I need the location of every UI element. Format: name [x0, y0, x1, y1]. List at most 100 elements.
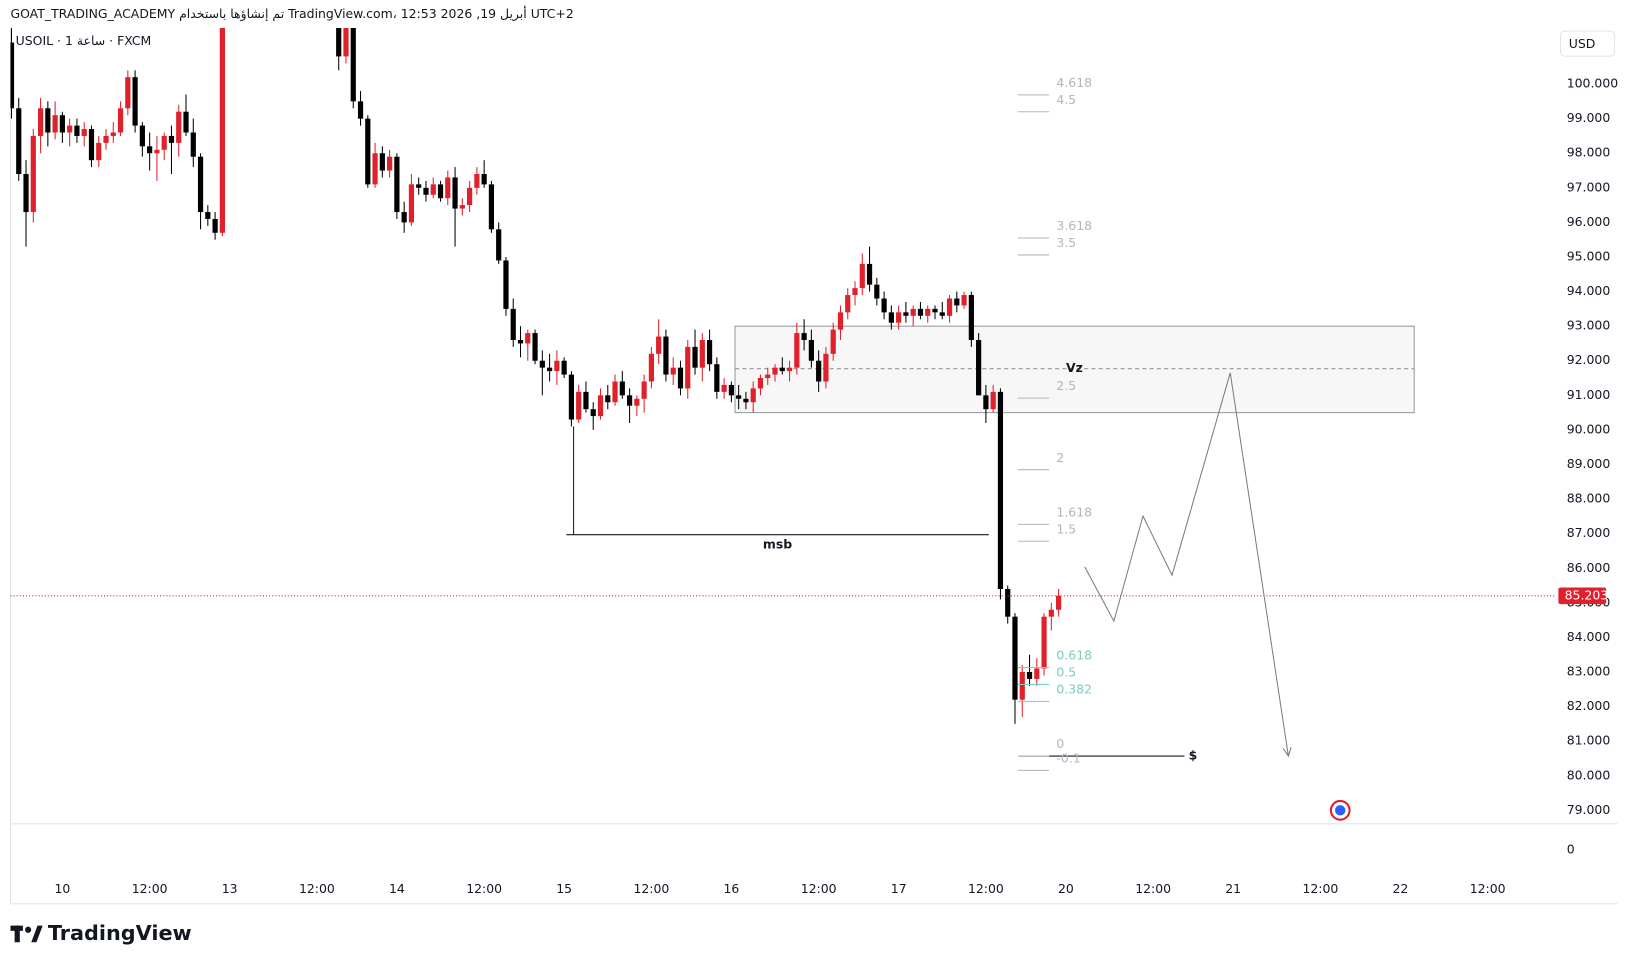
y-tick-label: 84.000 — [1567, 629, 1611, 644]
candle-body — [125, 77, 131, 109]
candle-body — [677, 367, 684, 389]
x-tick-label: 12:00 — [1135, 881, 1171, 896]
candle-body — [917, 308, 924, 316]
candle-body — [343, 28, 349, 57]
candle-body — [365, 118, 371, 185]
candle-body — [597, 395, 604, 417]
candle-body — [568, 374, 575, 420]
last-price-label: 85.203 — [1565, 587, 1609, 602]
candle-body — [379, 153, 385, 171]
fib-label: 1.5 — [1056, 521, 1076, 536]
x-tick-label: 12:00 — [968, 881, 1004, 896]
candle-body — [925, 308, 931, 316]
fib-label: 0.382 — [1056, 681, 1092, 696]
candle-body — [721, 384, 727, 392]
projection-path — [1084, 372, 1289, 757]
logo: TradingView — [48, 921, 192, 945]
y-tick-label: 88.000 — [1567, 491, 1611, 506]
candle-body — [837, 312, 844, 330]
x-tick-label: 10 — [54, 881, 70, 896]
candle-body — [961, 295, 967, 306]
candle-body — [910, 308, 916, 316]
candle-body — [794, 333, 800, 368]
candle-body — [103, 135, 109, 143]
candle-body — [517, 339, 524, 344]
candle-body — [205, 212, 211, 219]
candle-body — [881, 298, 887, 313]
candle-body — [757, 378, 764, 389]
candle-body — [510, 308, 516, 340]
candle-body — [939, 312, 945, 316]
currency-button[interactable] — [1559, 30, 1616, 57]
logo-mark — [10, 925, 43, 943]
candle-body — [37, 108, 44, 136]
y-tick-label: 93.000 — [1567, 318, 1611, 333]
candle-body — [714, 364, 720, 392]
candle-body — [576, 391, 582, 420]
y-tick-label: 99.000 — [1567, 110, 1611, 125]
candle-body — [823, 353, 829, 382]
candle-body — [445, 177, 451, 199]
candle-body — [845, 295, 851, 313]
candle-body — [168, 135, 175, 143]
candle-body — [161, 135, 167, 150]
candle-body — [67, 125, 73, 133]
candle-body — [96, 142, 102, 161]
candle-body — [932, 308, 938, 313]
candle-body — [423, 187, 429, 195]
y-tick-label: 83.000 — [1567, 664, 1611, 679]
zone-label: Vz — [1066, 360, 1083, 375]
x-tick-label: 20 — [1058, 881, 1074, 896]
candle-body — [605, 395, 611, 403]
candle-body — [685, 346, 691, 389]
x-tick-label: 12:00 — [1470, 881, 1506, 896]
fib-label: 0 — [1056, 736, 1064, 751]
candle-body — [554, 360, 560, 372]
candle-body — [612, 381, 618, 403]
candle-body — [336, 28, 342, 57]
x-tick-label: 15 — [556, 881, 572, 896]
candle-body — [736, 395, 742, 399]
lower-pane-tick: 0 — [1567, 841, 1575, 856]
candle-body — [896, 312, 902, 323]
candle-body — [546, 367, 553, 372]
candle-body — [430, 184, 436, 195]
fib-label: 1.618 — [1056, 504, 1092, 519]
fib-label: 4.618 — [1056, 75, 1092, 90]
y-tick-label: 100.000 — [1567, 76, 1619, 91]
candle-body — [903, 312, 909, 316]
currency[interactable]: USD — [1569, 36, 1596, 51]
candle-body — [10, 42, 15, 109]
x-tick-label: 12:00 — [466, 881, 502, 896]
x-tick-label: 16 — [723, 881, 739, 896]
candle-body — [488, 184, 495, 230]
candle-body — [801, 333, 807, 340]
candle-body — [619, 381, 625, 396]
candle-body — [408, 184, 415, 223]
candle-body — [859, 263, 865, 289]
y-tick-label: 89.000 — [1567, 456, 1611, 471]
candle-body — [772, 367, 778, 375]
candle-body — [866, 263, 873, 285]
candle-body — [357, 101, 364, 119]
fib-label: 3.618 — [1056, 218, 1092, 233]
candle-body — [176, 111, 182, 143]
candle-body — [976, 339, 982, 396]
candle-body — [888, 312, 894, 323]
candle-body — [416, 184, 422, 188]
candle-body — [197, 156, 204, 213]
candle-body — [372, 153, 378, 185]
candle-body — [52, 115, 58, 133]
candle-body — [750, 388, 756, 403]
fib-label: 2 — [1056, 450, 1064, 465]
fib-label: 2.5 — [1056, 378, 1076, 393]
msb-label: msb — [763, 537, 792, 552]
y-tick-label: 87.000 — [1567, 525, 1611, 540]
x-tick-label: 14 — [389, 881, 405, 896]
candle-body — [23, 173, 29, 213]
candle-body — [437, 184, 444, 199]
x-tick-label: 12:00 — [299, 881, 335, 896]
candle-body — [743, 398, 749, 403]
candle-body — [474, 173, 480, 188]
candle-body — [590, 409, 596, 417]
